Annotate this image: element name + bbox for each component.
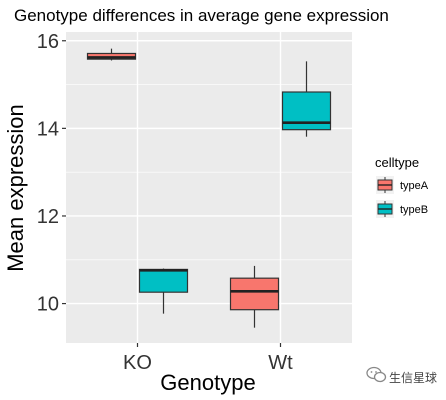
y-tick-label: 14 <box>37 118 59 140</box>
x-tick-label: KO <box>123 352 152 374</box>
grid <box>66 32 352 343</box>
x-axis-title: Genotype <box>160 370 255 395</box>
y-tick-label: 10 <box>37 294 59 316</box>
legend-title: celltype <box>375 155 419 170</box>
chart-title: Genotype differences in average gene exp… <box>14 6 389 25</box>
legend-label: typeB <box>400 204 428 216</box>
watermark-text: 生信星球 <box>389 371 437 385</box>
legend: celltype typeA typeB <box>375 155 429 218</box>
y-axis: 10 12 14 16 <box>37 31 66 316</box>
x-axis: KO Wt <box>123 343 293 374</box>
boxes <box>86 48 332 328</box>
legend-item-typeB: typeB <box>376 200 428 218</box>
y-tick-label: 16 <box>37 31 59 53</box>
box-KO-typeA <box>86 48 137 61</box>
legend-label: typeA <box>400 180 429 192</box>
box-iqr <box>281 91 332 131</box>
y-axis-title: Mean expression <box>3 104 28 272</box>
y-tick-label: 12 <box>37 206 59 228</box>
box-Wt-typeA <box>229 265 280 328</box>
box-KO-typeB <box>138 268 189 314</box>
box-Wt-typeB <box>281 61 332 137</box>
x-tick-label: Wt <box>268 352 293 374</box>
plot-panel <box>66 32 352 343</box>
box-iqr <box>229 277 280 311</box>
box-iqr <box>138 268 189 293</box>
legend-item-typeA: typeA <box>376 176 429 194</box>
watermark: 生信星球 <box>366 366 437 385</box>
wechat-icon <box>366 366 387 383</box>
